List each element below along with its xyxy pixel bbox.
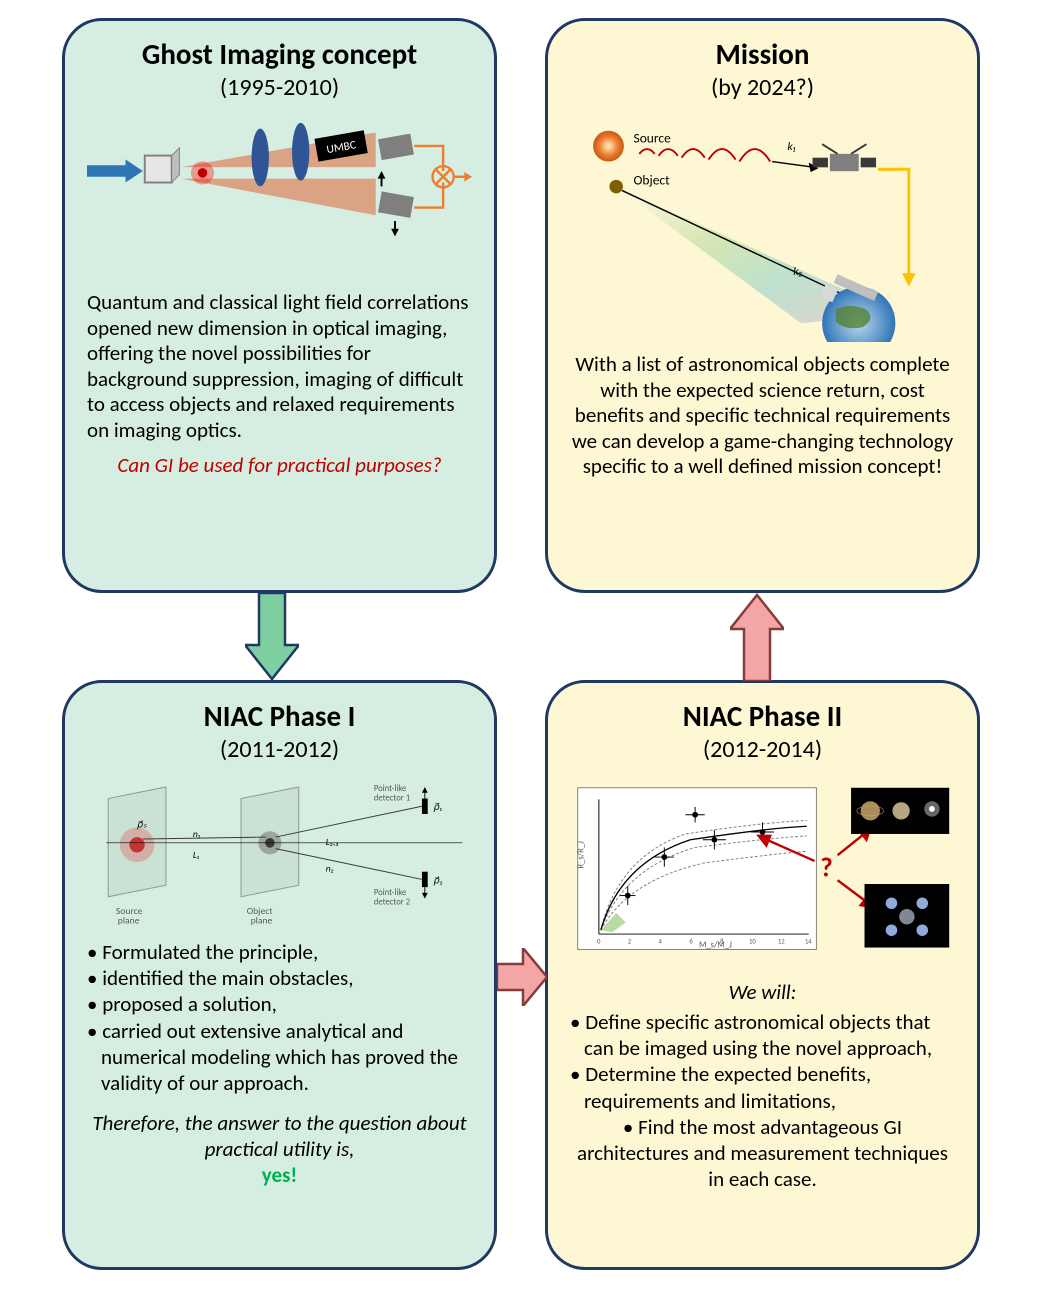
- inset-lens-icon: [865, 884, 950, 948]
- svg-text:ρ⃗ₛ: ρ⃗ₛ: [137, 818, 147, 830]
- panel-niac-phase-1: NIAC Phase I (2011-2012) Source plane Ob…: [62, 680, 497, 1270]
- bullet-item: • carried out extensive analytical and n…: [87, 1018, 472, 1097]
- svg-text:4: 4: [659, 938, 663, 946]
- panel-ghost-imaging: Ghost Imaging concept (1995-2010) UMBC: [62, 18, 497, 593]
- panel1-subtitle: (1995-2010): [87, 73, 472, 102]
- lens-icon: [292, 123, 309, 181]
- svg-text:Point-like: Point-like: [374, 888, 407, 898]
- phase2-diagram: M_s/M_J R_s/R_J 0 2 4 6 8 10 12 14: [570, 774, 955, 969]
- svg-text:R_s/R_J: R_s/R_J: [576, 841, 586, 869]
- svg-text:ρ⃗₁: ρ⃗₁: [434, 801, 443, 813]
- flow-arrow-right-icon: [497, 948, 547, 1006]
- panel-niac-phase-2: NIAC Phase II (2012-2014) M_s/M_J R_s/R_…: [545, 680, 980, 1270]
- panel4-title: NIAC Phase II: [570, 701, 955, 733]
- object-plane-icon: Object plane: [241, 787, 299, 927]
- svg-text:plane: plane: [251, 915, 273, 927]
- conclusion-prefix: Therefore, the answer to the question ab…: [92, 1110, 466, 1162]
- detector-2-icon: Point-like detector 2: [374, 872, 428, 908]
- source-label: Source: [634, 129, 672, 146]
- panel4-subtitle: (2012-2014): [570, 735, 955, 764]
- svg-text:k₁: k₁: [788, 140, 796, 154]
- phase1-diagram: Source plane Object plane: [87, 774, 472, 929]
- panel3-conclusion: Therefore, the answer to the question ab…: [87, 1110, 472, 1188]
- svg-text:L₁: L₁: [193, 849, 200, 861]
- detector-top-icon: [378, 134, 414, 161]
- panel1-title: Ghost Imaging concept: [87, 39, 472, 71]
- callout-question-mark: ?: [820, 851, 832, 884]
- svg-text:8: 8: [720, 938, 724, 946]
- detector-1-icon: Point-like detector 1: [374, 784, 428, 814]
- svg-text:Point-like: Point-like: [374, 784, 407, 794]
- source-box-icon: [145, 155, 172, 182]
- svg-text:2: 2: [628, 938, 632, 946]
- svg-text:6: 6: [689, 938, 693, 946]
- bullet-item: • Formulated the principle,: [87, 939, 472, 965]
- svg-text:12: 12: [778, 938, 785, 946]
- panel3-subtitle: (2011-2012): [87, 735, 472, 764]
- bullet-item: • Define specific astronomical objects t…: [570, 1009, 955, 1062]
- svg-text:k₂: k₂: [793, 265, 802, 279]
- panel4-bullets: • Define specific astronomical objects t…: [570, 1009, 955, 1193]
- svg-text:14: 14: [805, 938, 812, 946]
- panel2-title: Mission: [570, 39, 955, 71]
- flow-arrow-down-icon: [245, 593, 299, 681]
- bottom-beam-icon: [181, 179, 375, 216]
- svg-text:10: 10: [749, 938, 756, 946]
- svg-text:0: 0: [597, 938, 601, 946]
- svg-text:detector 2: detector 2: [374, 897, 411, 907]
- direct-path-line: [622, 190, 855, 300]
- mission-diagram: Source Object: [570, 112, 955, 342]
- panel3-bullets: • Formulated the principle, • identified…: [87, 939, 472, 1097]
- lens-icon: [252, 129, 269, 187]
- conclusion-emphasis: yes!: [262, 1162, 298, 1188]
- ghost-imaging-diagram: UMBC: [87, 112, 472, 280]
- bullet-item: • Find the most advantageous GI architec…: [570, 1114, 955, 1193]
- svg-text:n₁: n₁: [193, 828, 201, 840]
- svg-text:plane: plane: [118, 915, 140, 927]
- svg-text:detector 1: detector 1: [374, 793, 410, 803]
- svg-text:L₂,₃: L₂,₃: [326, 836, 339, 848]
- svg-text:M_s/M_J: M_s/M_J: [699, 940, 732, 950]
- sun-source-icon: [593, 131, 624, 162]
- panel2-body: With a list of astronomical objects comp…: [570, 352, 955, 480]
- downlink-arrow: [878, 169, 909, 279]
- object-label: Object: [634, 172, 671, 189]
- svg-text:ρ⃗₂: ρ⃗₂: [434, 874, 443, 886]
- input-arrow-icon: [87, 159, 143, 182]
- panel3-title: NIAC Phase I: [87, 701, 472, 733]
- satellite-icon: [813, 144, 877, 171]
- panel-mission: Mission (by 2024?): [545, 18, 980, 593]
- inset-galaxies-icon: [851, 788, 949, 834]
- bullet-item: • Determine the expected benefits, requi…: [570, 1061, 955, 1114]
- panel2-subtitle: (by 2024?): [570, 73, 955, 102]
- bullet-item: • identified the main obstacles,: [87, 965, 472, 991]
- panel1-body: Quantum and classical light field correl…: [87, 290, 472, 444]
- panel4-we-will: We will:: [570, 979, 955, 1005]
- panel1-question: Can GI be used for practical purposes?: [87, 452, 472, 478]
- flow-arrow-up-icon: [730, 593, 784, 681]
- detector-bottom-icon: [378, 191, 414, 218]
- svg-text:n₂: n₂: [326, 863, 334, 875]
- wave-train-icon: [639, 149, 770, 162]
- bullet-item: • proposed a solution,: [87, 991, 472, 1017]
- planet-object-icon: [609, 180, 622, 193]
